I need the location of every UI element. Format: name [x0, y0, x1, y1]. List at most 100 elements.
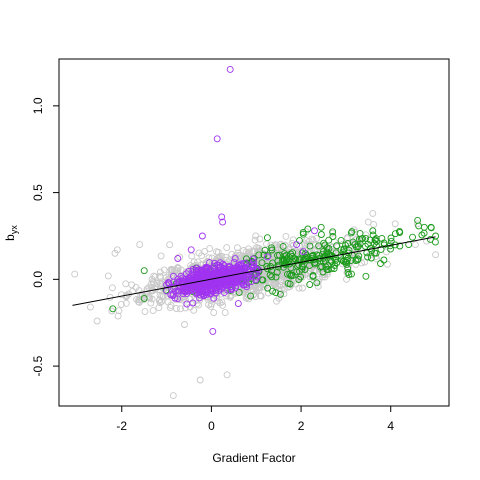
y-tick-label: 0.5 [31, 184, 45, 201]
point-green [387, 245, 394, 253]
point-green [296, 256, 304, 264]
point-purple [200, 291, 208, 299]
point-green [293, 268, 301, 276]
point-gray [196, 376, 204, 384]
point-green [371, 239, 378, 247]
point-gray [432, 251, 440, 259]
point-green [272, 273, 280, 281]
point-green [329, 233, 337, 240]
point-gray [281, 271, 289, 278]
point-green [263, 234, 271, 242]
point-green [348, 270, 355, 278]
point-green [337, 236, 345, 244]
point-gray [208, 300, 215, 308]
point-green [272, 289, 280, 297]
point-purple [263, 253, 271, 261]
point-green [368, 247, 376, 255]
point-gray [213, 248, 221, 256]
point-green [268, 246, 276, 254]
point-gray [210, 309, 218, 317]
point-gray [115, 307, 123, 315]
point-gray [313, 235, 321, 242]
y-axis-title-subscript: yx [9, 225, 19, 235]
point-gray [369, 209, 377, 217]
point-gray [256, 235, 264, 243]
point-green [324, 262, 332, 269]
point-gray [219, 301, 227, 309]
point-purple [209, 327, 217, 335]
point-green [373, 238, 380, 246]
point-gray [122, 280, 130, 288]
point-green [140, 267, 148, 275]
point-gray [108, 284, 116, 292]
point-gray [245, 245, 252, 253]
point-gray [104, 272, 112, 280]
point-gray [411, 241, 419, 249]
point-green [267, 263, 275, 270]
point-purple [194, 286, 202, 294]
x-axis-title: Gradient Factor [212, 451, 295, 465]
point-purple [169, 272, 177, 280]
point-gray [160, 266, 168, 274]
point-gray [289, 241, 297, 249]
point-green [426, 235, 434, 243]
point-green [354, 255, 362, 263]
point-gray [270, 281, 278, 288]
regression-layer [72, 236, 436, 306]
point-gray [261, 274, 269, 282]
point-gray [253, 244, 260, 252]
point-gray [168, 271, 176, 279]
point-purple [219, 218, 227, 226]
point-green [276, 290, 284, 298]
point-gray [257, 292, 265, 300]
point-purple [218, 213, 226, 221]
point-green [140, 294, 148, 302]
point-gray [273, 297, 280, 305]
point-purple [193, 268, 201, 276]
point-gray [93, 317, 101, 325]
point-gray [143, 285, 151, 293]
point-gray [168, 269, 176, 277]
point-green [287, 264, 295, 272]
point-green [344, 268, 352, 276]
point-purple [213, 285, 220, 293]
point-gray [306, 273, 314, 281]
point-green [259, 276, 267, 284]
point-green [340, 245, 348, 253]
point-purple [249, 255, 257, 263]
point-purple [226, 65, 234, 73]
point-gray [122, 293, 130, 301]
point-gray [206, 245, 214, 253]
point-green [387, 237, 395, 245]
point-green [333, 242, 341, 250]
point-purple [234, 278, 242, 286]
point-green [362, 234, 370, 242]
point-gray [156, 272, 164, 280]
point-green [313, 279, 321, 287]
point-green [344, 254, 352, 262]
point-green [420, 223, 428, 231]
point-gray [343, 235, 351, 243]
point-gray [315, 275, 323, 283]
point-green [306, 281, 314, 289]
point-gray [176, 253, 184, 261]
point-green [351, 241, 359, 249]
point-purple [236, 261, 244, 269]
point-gray [113, 246, 121, 254]
point-green [299, 230, 307, 238]
point-green [372, 235, 380, 243]
point-gray [264, 289, 272, 297]
point-purple [177, 283, 185, 291]
point-green [288, 271, 295, 279]
point-purple [299, 248, 307, 256]
point-purple [218, 283, 226, 291]
point-gray [141, 308, 149, 316]
point-green [418, 231, 426, 239]
point-green [269, 287, 276, 295]
point-green [396, 242, 404, 250]
point-purple [187, 246, 195, 254]
point-green [268, 244, 276, 252]
point-purple [242, 281, 250, 288]
point-gray [243, 293, 251, 301]
point-gray [215, 253, 223, 261]
